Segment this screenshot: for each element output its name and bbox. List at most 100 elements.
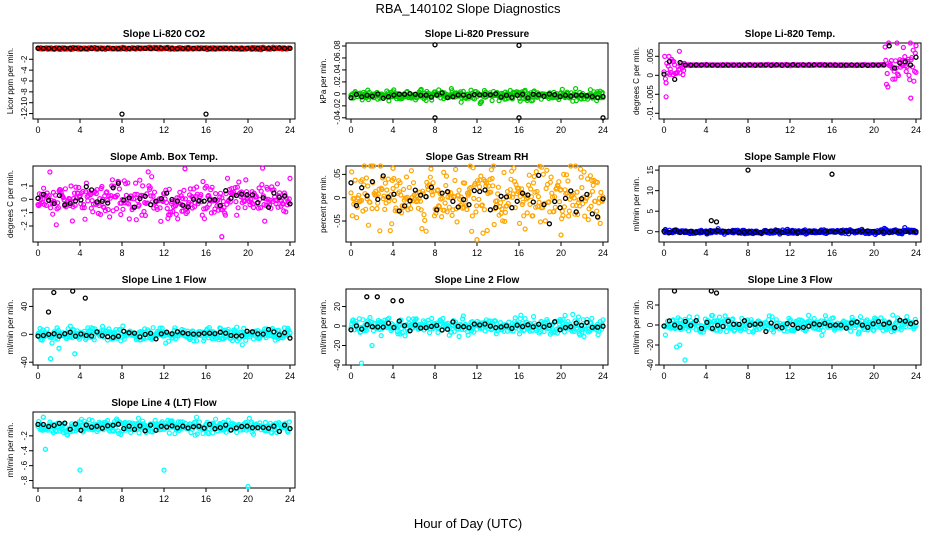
data-point	[892, 76, 898, 82]
data-point	[584, 195, 590, 201]
data-point	[159, 325, 165, 331]
data-point	[365, 183, 371, 189]
y-tick-label: -.2	[20, 431, 29, 441]
mean-point	[509, 325, 515, 332]
data-point	[493, 331, 499, 337]
panel-title: Slope Line 1 Flow	[122, 275, 207, 286]
outlier-point	[682, 357, 688, 363]
data-point	[85, 198, 91, 204]
data-point	[110, 208, 116, 214]
x-tick-label: 12	[785, 248, 795, 258]
mean-point	[693, 62, 699, 68]
x-tick-label: 0	[35, 494, 40, 504]
data-point	[90, 326, 96, 332]
panel-title: Slope Li-820 Temp.	[745, 29, 836, 40]
mean-point	[875, 229, 882, 235]
data-point	[404, 194, 410, 200]
mean-point	[265, 45, 272, 51]
mean-point	[677, 229, 683, 236]
mean-point	[471, 91, 477, 98]
mean-point	[682, 318, 689, 325]
data-point	[214, 203, 220, 209]
data-point	[398, 192, 404, 198]
data-point	[390, 185, 396, 192]
data-point	[456, 333, 462, 339]
mean-point	[265, 204, 272, 210]
mean-point	[223, 45, 229, 52]
data-point	[539, 164, 545, 170]
data-point	[132, 191, 138, 197]
data-point	[489, 97, 495, 104]
mean-point	[714, 322, 721, 329]
x-tick-label: 16	[201, 494, 211, 504]
mean-point	[578, 196, 585, 202]
data-point	[113, 206, 120, 212]
data-point	[243, 337, 249, 343]
data-point	[107, 195, 113, 201]
y-tick-label: 20	[646, 300, 655, 309]
mean-point	[62, 202, 68, 208]
mean-point	[46, 197, 52, 204]
data-point	[478, 173, 484, 179]
outlier-point	[47, 356, 54, 362]
outlier-point	[713, 290, 720, 296]
data-point	[391, 175, 397, 182]
mean-point	[439, 190, 445, 196]
data-point	[104, 417, 111, 424]
mean-point	[249, 192, 256, 198]
mean-point	[886, 229, 892, 236]
mean-point	[530, 199, 536, 205]
mean-point	[115, 333, 122, 339]
data-point	[581, 333, 587, 340]
data-point	[551, 194, 558, 200]
data-point	[460, 313, 466, 319]
data-point	[136, 430, 142, 436]
mean-point	[487, 323, 494, 329]
data-point	[242, 205, 248, 211]
data-point	[200, 430, 206, 436]
data-point	[199, 199, 205, 205]
mean-point	[412, 91, 418, 97]
mean-point	[271, 423, 277, 429]
data-point	[428, 166, 434, 172]
data-point	[511, 165, 517, 171]
data-point	[571, 195, 577, 201]
data-point	[149, 174, 155, 180]
mean-point	[51, 46, 57, 52]
mean-point	[907, 321, 914, 327]
y-tick-label: -.1	[20, 207, 29, 217]
panel-title: Slope Amb. Box Temp.	[110, 152, 218, 163]
data-point	[120, 323, 126, 329]
data-point	[55, 205, 62, 211]
mean-point	[217, 424, 223, 431]
mean-point	[552, 198, 558, 205]
mean-point	[185, 45, 191, 51]
data-point	[903, 68, 909, 75]
mean-point	[482, 187, 488, 193]
mean-point	[385, 94, 392, 100]
data-point	[116, 186, 123, 192]
mean-point	[741, 229, 748, 235]
mean-point	[661, 323, 667, 329]
data-point	[172, 431, 178, 437]
x-tick-label: 24	[911, 371, 921, 381]
mean-point	[450, 94, 456, 100]
data-point	[587, 328, 593, 334]
mean-point	[255, 425, 261, 431]
mean-point	[281, 330, 288, 336]
mean-point	[423, 92, 429, 98]
mean-point	[573, 209, 579, 215]
mean-point	[865, 228, 871, 234]
mean-point	[747, 322, 753, 328]
y-axis-label: ml/min per min.	[632, 177, 641, 232]
y-tick-label: -8	[20, 88, 29, 96]
data-point	[86, 417, 92, 423]
mean-point	[552, 92, 558, 98]
data-point	[530, 180, 537, 186]
data-point	[530, 314, 537, 320]
mean-point	[228, 45, 234, 52]
mean-point	[720, 228, 726, 234]
y-tick-label: 0	[646, 322, 655, 327]
mean-point	[83, 46, 89, 52]
y-axis-label: kPa per min.	[319, 59, 328, 104]
